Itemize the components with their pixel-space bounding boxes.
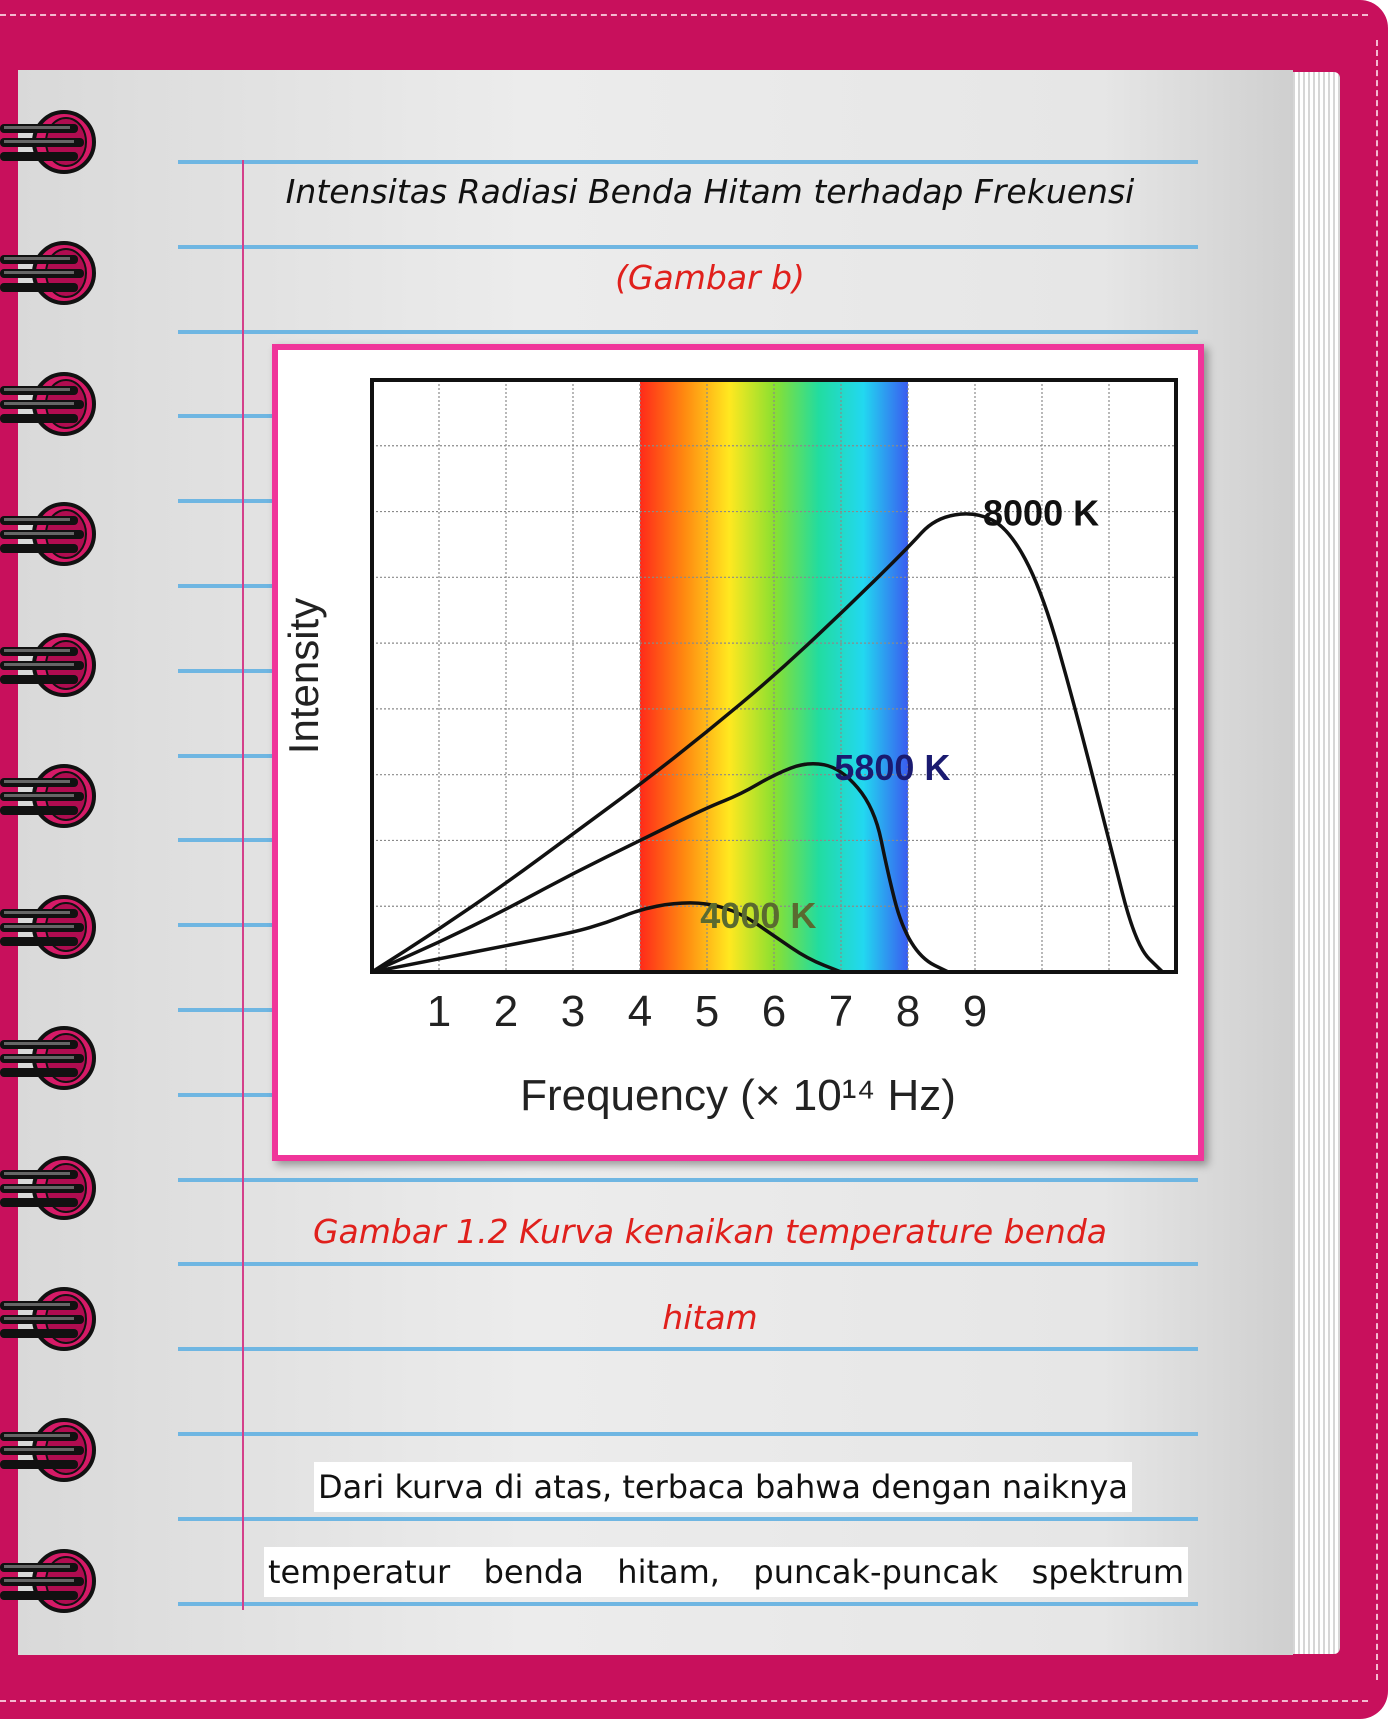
ruled-line [178,160,1198,164]
curve-5800k [370,761,950,974]
x-tick-label: 4 [628,987,652,1036]
ruled-line [178,1516,1198,1521]
plot-border [370,378,1178,974]
cover-stitching-bottom [0,1700,1368,1702]
spiral-ring [0,110,96,174]
page-title: Intensitas Radiasi Benda Hitam terhadap … [285,172,1135,211]
curve-labels: 8000 K 5800 K 4000 K [700,493,1099,937]
curve-4000k [370,901,843,974]
page-edges [1290,72,1340,1654]
spiral-ring [0,894,96,959]
paragraph-line-2: temperatur benda hitam, puncak-puncak sp… [264,1547,1188,1597]
x-tick-label: 9 [963,987,987,1036]
ruled-line [178,329,1198,334]
ruled-line [178,1432,1198,1436]
curve-label: 4000 K [700,895,816,936]
ruled-line [178,1262,1198,1267]
spiral-ring [0,1156,96,1221]
spiral-ring [0,1025,96,1090]
spiral-ring [0,502,96,567]
x-tick-label: 3 [561,987,585,1036]
margin-line [242,160,244,1610]
ruled-line [178,244,1198,249]
x-axis-label: Frequency (× 10¹⁴ Hz) [520,1071,956,1120]
figure-caption-continued: hitam [662,1298,758,1337]
x-tick-label: 1 [427,987,451,1036]
spiral-ring [0,371,96,436]
x-tick-label: 7 [829,987,853,1036]
page-subtitle: (Gambar b) [615,258,805,297]
y-axis-label: Intensity [280,598,327,754]
x-tick-label: 5 [695,987,719,1036]
x-tick-label: 6 [762,987,786,1036]
ruled-line [178,1347,1198,1352]
cover-stitching-right [1376,40,1378,1680]
spiral-ring [0,1418,96,1482]
spiral-ring [0,240,96,305]
figure-caption: Gambar 1.2 Kurva kenaikan temperature be… [312,1212,1108,1251]
paragraph-line-1: Dari kurva di atas, terbaca bahwa dengan… [314,1462,1132,1512]
curve-label: 5800 K [834,747,950,788]
spiral-ring [0,1287,96,1352]
curve-8000k [370,512,1165,974]
spiral-ring [0,1548,96,1613]
ruled-line [178,1177,1198,1182]
cover-stitching-top [0,14,1368,16]
spiral-ring [0,764,96,828]
x-tick-label: 2 [494,987,518,1036]
ruled-line [178,1601,1198,1606]
curve-label: 8000 K [983,493,1099,534]
curves [370,512,1165,974]
spiral-ring [0,633,96,698]
x-tick-label: 8 [896,987,920,1036]
